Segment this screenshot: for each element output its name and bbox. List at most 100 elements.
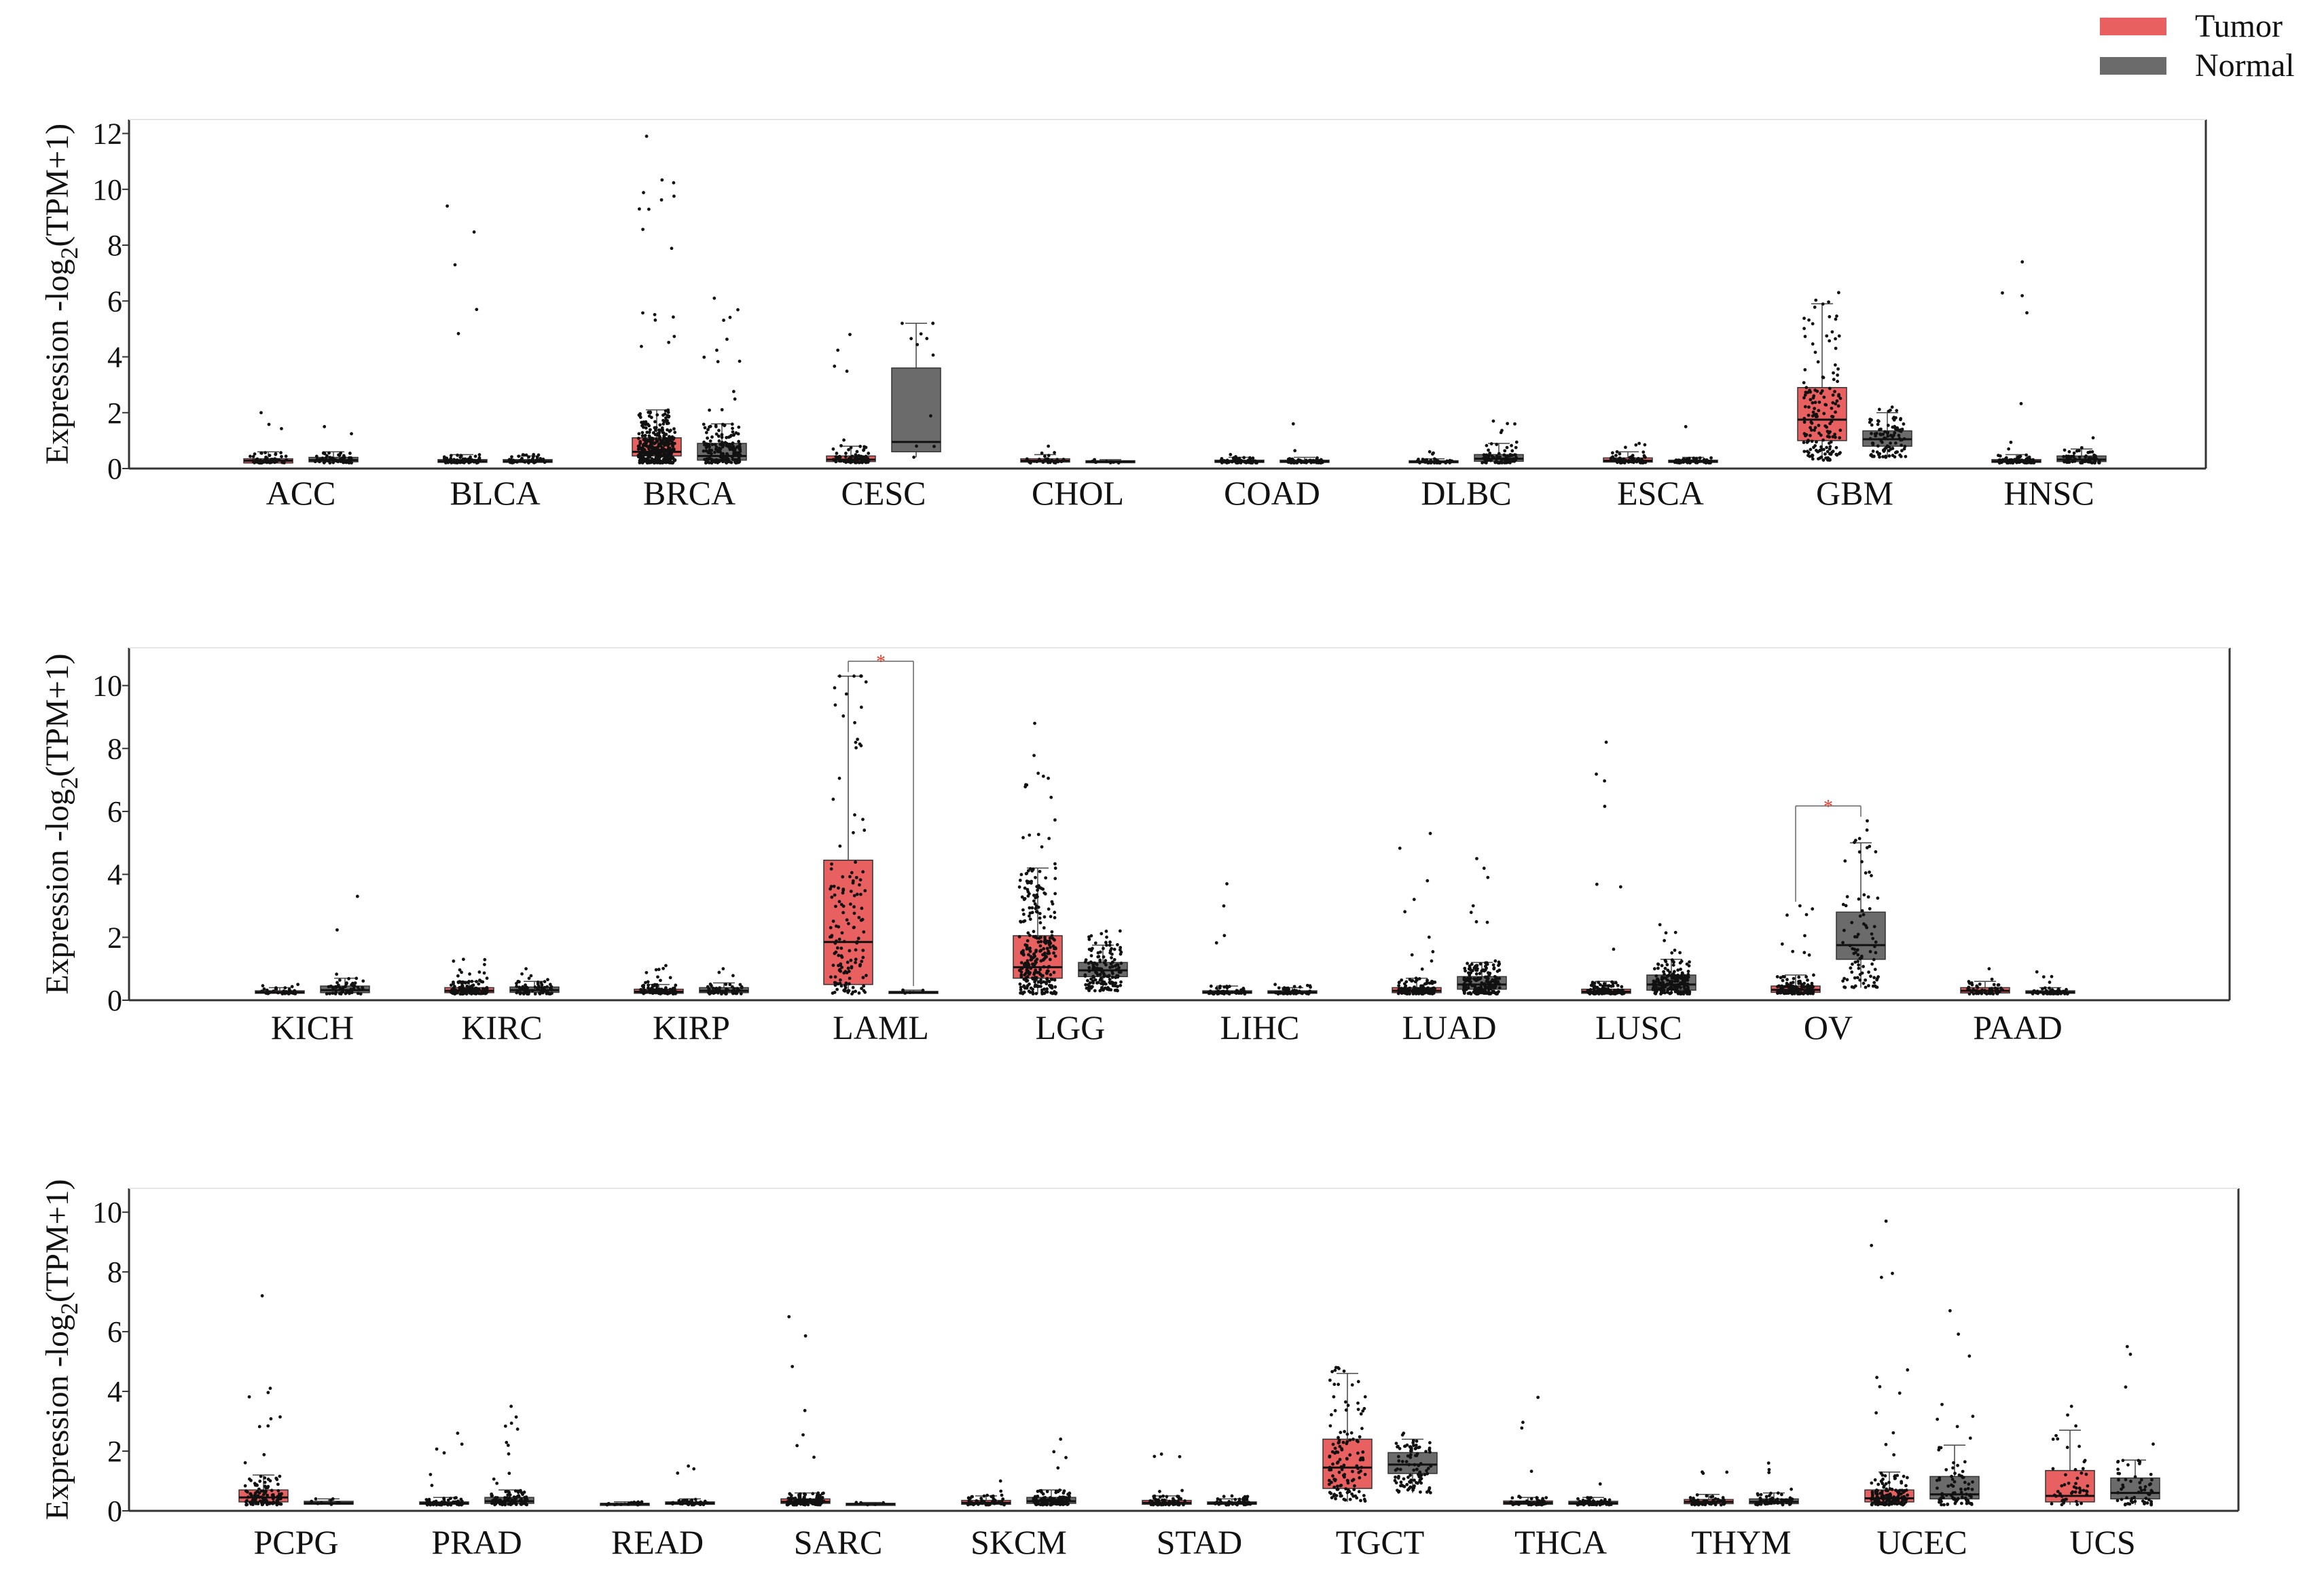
data-point (253, 1499, 257, 1503)
data-point (850, 871, 854, 875)
data-point (982, 1494, 986, 1498)
data-point (1841, 940, 1845, 945)
data-point (1614, 454, 1618, 458)
data-point (1503, 449, 1507, 453)
data-point (316, 1501, 320, 1505)
data-point (655, 454, 659, 458)
data-point (1867, 984, 1870, 988)
data-point (525, 1503, 529, 1507)
data-point (266, 460, 269, 464)
data-point (339, 459, 343, 462)
data-point (2086, 451, 2090, 454)
data-point (1033, 1495, 1037, 1499)
data-point (1803, 934, 1806, 938)
data-point (243, 1461, 247, 1465)
data-point (1432, 989, 1436, 993)
data-point (513, 1498, 517, 1502)
data-point (1429, 458, 1433, 462)
data-point (839, 984, 843, 988)
data-point (535, 455, 539, 459)
data-point (1834, 317, 1838, 321)
data-point (456, 974, 460, 978)
data-point (2065, 987, 2068, 991)
data-point (1031, 963, 1035, 966)
data-point (1025, 965, 1030, 969)
data-point (1811, 401, 1815, 405)
data-point (1606, 984, 1610, 988)
data-point (469, 458, 473, 462)
data-point (1042, 891, 1047, 895)
data-point (1862, 922, 1866, 926)
data-point (846, 960, 850, 964)
data-point (1429, 990, 1432, 993)
data-point (863, 445, 866, 449)
data-point (730, 985, 734, 989)
data-point (1038, 944, 1042, 948)
data-point (985, 1503, 989, 1506)
data-point (807, 1498, 811, 1502)
data-point (319, 1501, 323, 1505)
data-point (647, 410, 651, 414)
data-point (642, 434, 647, 438)
data-point (738, 359, 742, 363)
data-point (2007, 447, 2011, 451)
data-point (492, 1477, 496, 1481)
data-point (456, 989, 460, 993)
data-point (1420, 967, 1424, 971)
data-point (1833, 363, 1837, 367)
data-point (1115, 942, 1119, 947)
data-point (353, 981, 357, 985)
data-point (1222, 904, 1226, 908)
data-point (668, 976, 672, 980)
data-point (278, 1415, 282, 1419)
data-point (1805, 441, 1809, 444)
data-point (1212, 992, 1216, 996)
data-point (1841, 902, 1845, 907)
data-point (495, 1482, 499, 1485)
data-point (1802, 951, 1806, 955)
data-point (1472, 990, 1476, 994)
data-point (1052, 970, 1056, 974)
data-point (1315, 459, 1318, 463)
data-point (862, 984, 866, 988)
category-label: PRAD (431, 1523, 522, 1561)
data-point (1671, 959, 1675, 964)
data-point (1041, 460, 1045, 464)
data-point (1108, 966, 1112, 970)
data-point (1032, 899, 1036, 903)
data-point (1680, 459, 1684, 463)
data-point (1990, 977, 1994, 981)
data-point (1493, 959, 1497, 963)
data-point (850, 454, 854, 458)
data-point (812, 1455, 816, 1459)
data-point (446, 1498, 450, 1502)
data-point (268, 454, 272, 458)
data-point (348, 991, 351, 995)
data-point (448, 458, 452, 462)
data-point (1019, 970, 1023, 974)
data-point (1804, 390, 1808, 395)
data-point (263, 1484, 267, 1488)
data-point (1624, 459, 1628, 463)
data-point (1894, 416, 1898, 420)
data-point (1018, 879, 1022, 882)
data-point (661, 446, 664, 450)
data-point (1858, 978, 1862, 982)
data-point (1597, 987, 1601, 991)
data-point (509, 1503, 513, 1507)
data-point (672, 436, 676, 440)
data-point (446, 204, 449, 208)
data-point (1780, 942, 1784, 946)
data-point (518, 980, 521, 984)
data-point (1995, 988, 1999, 992)
data-point (522, 1490, 526, 1494)
data-point (1474, 972, 1478, 976)
data-point (1485, 920, 1489, 924)
data-point (811, 1502, 814, 1505)
data-point (1841, 979, 1845, 983)
data-point (452, 981, 455, 984)
data-point (498, 1502, 503, 1506)
data-point (1473, 978, 1477, 982)
data-point (1972, 988, 1975, 992)
data-point (638, 416, 642, 420)
